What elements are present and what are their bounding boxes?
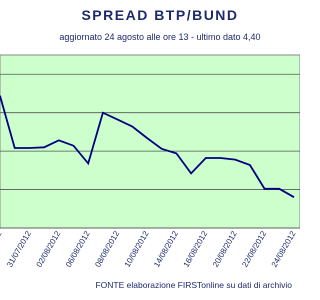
source-note: FONTE elaborazione FIRSTonline su dati d…: [95, 280, 292, 290]
plot-background: [0, 54, 300, 229]
x-tick-label: 27/07/2012: [0, 229, 4, 269]
x-tick-label: 22/08/2012: [240, 229, 268, 269]
x-tick-label: 02/08/2012: [35, 229, 63, 269]
x-tick-label: 06/08/2012: [64, 229, 92, 269]
x-tick-label: 14/08/2012: [152, 229, 180, 269]
x-tick-label: 10/08/2012: [123, 229, 151, 269]
chart-title: SPREAD BTP/BUND: [81, 7, 238, 23]
x-tick-label: 20/08/2012: [211, 229, 239, 269]
series-line: [0, 95, 295, 198]
x-tick-label: 08/08/2012: [93, 229, 121, 269]
chart: SPREAD BTP/BUND aggiornato 24 agosto all…: [0, 7, 300, 290]
x-tick-label: 16/08/2012: [182, 229, 210, 269]
chart-subtitle: aggiornato 24 agosto alle ore 13 - ultim…: [59, 32, 260, 42]
plot-area: 27/07/2012 31/07/2012 02/08/2012 06/08/2012…: [0, 54, 300, 269]
x-tick-label: 24/08/2012: [270, 229, 298, 269]
x-tick-label: 31/07/2012: [5, 229, 33, 269]
